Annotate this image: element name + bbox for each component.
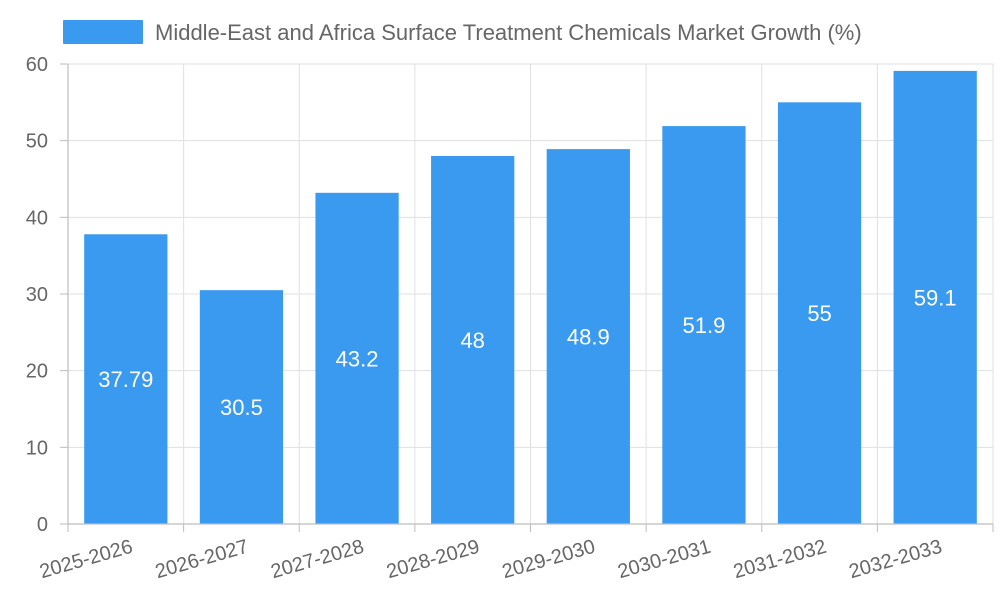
x-tick-label: 2026-2027 bbox=[153, 536, 251, 584]
legend: Middle-East and Africa Surface Treatment… bbox=[63, 20, 862, 45]
y-tick-label: 60 bbox=[26, 54, 48, 76]
y-axis-ticks: 0 10 20 30 40 50 60 bbox=[26, 54, 68, 536]
data-labels: 37.79 30.5 43.2 48 48.9 51.9 55 59.1 bbox=[98, 285, 956, 420]
bar-value-label: 55 bbox=[807, 301, 831, 326]
x-tick-label: 2031-2032 bbox=[731, 536, 829, 584]
y-tick-label: 10 bbox=[26, 437, 48, 459]
bar[interactable] bbox=[315, 192, 399, 525]
y-tick-label: 20 bbox=[26, 361, 48, 383]
x-tick-label: 2027-2028 bbox=[268, 536, 366, 584]
y-tick-label: 0 bbox=[37, 514, 48, 536]
x-tick-label: 2025-2026 bbox=[37, 536, 135, 584]
bar-value-label: 48 bbox=[460, 328, 484, 353]
x-tick-label: 2029-2030 bbox=[500, 536, 598, 584]
bar[interactable] bbox=[546, 149, 630, 524]
x-tick-label: 2028-2029 bbox=[384, 536, 482, 584]
legend-label: Middle-East and Africa Surface Treatment… bbox=[155, 20, 862, 45]
bar[interactable] bbox=[199, 290, 284, 524]
y-tick-label: 30 bbox=[26, 284, 48, 306]
bar[interactable] bbox=[893, 70, 977, 525]
x-tick-label: 2030-2031 bbox=[615, 536, 713, 584]
bar-value-label: 37.79 bbox=[98, 367, 153, 392]
bar-value-label: 48.9 bbox=[567, 325, 610, 350]
bar-value-label: 30.5 bbox=[220, 395, 263, 420]
bar[interactable] bbox=[431, 156, 515, 524]
x-tick-label: 2032-2033 bbox=[847, 536, 945, 584]
bar[interactable] bbox=[84, 234, 168, 524]
bar-value-label: 43.2 bbox=[336, 346, 379, 371]
bar-value-label: 51.9 bbox=[683, 313, 726, 338]
bars bbox=[84, 70, 977, 525]
y-tick-label: 40 bbox=[26, 207, 48, 229]
bar-value-label: 59.1 bbox=[914, 285, 957, 310]
y-tick-label: 50 bbox=[26, 131, 48, 153]
legend-swatch bbox=[63, 20, 143, 44]
bar[interactable] bbox=[777, 102, 862, 524]
bar[interactable] bbox=[662, 126, 746, 524]
x-axis-ticks: 2025-2026 2026-2027 2027-2028 2028-2029 2029… bbox=[37, 524, 994, 584]
